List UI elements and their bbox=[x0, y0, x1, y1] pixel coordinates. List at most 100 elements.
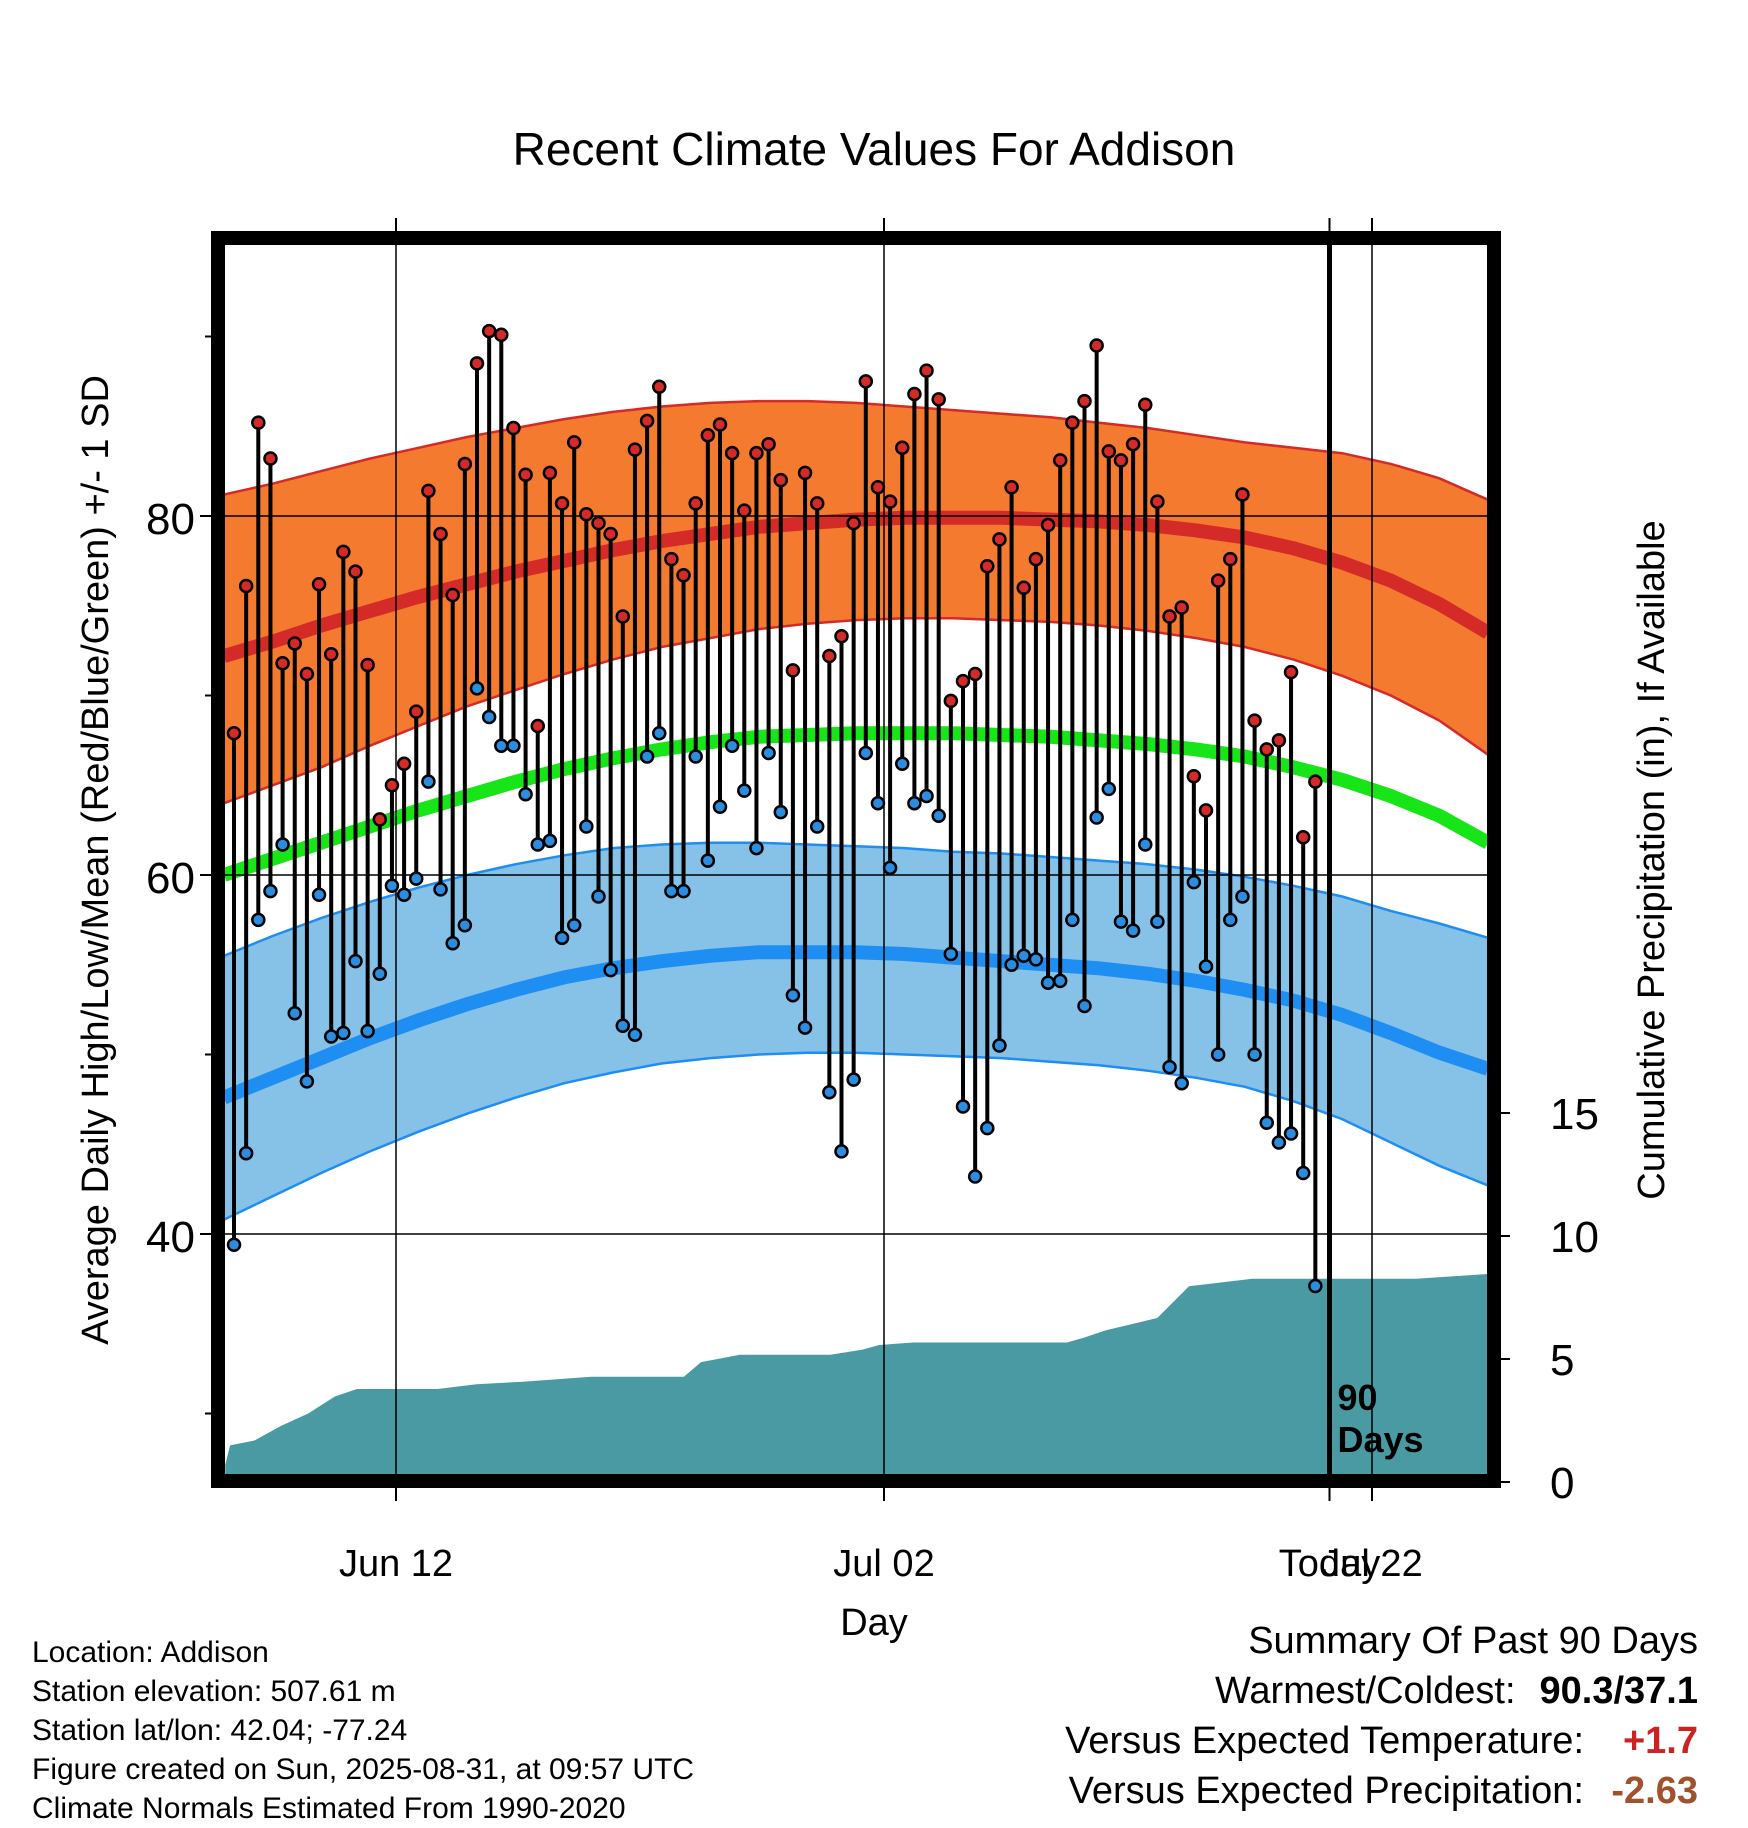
daily-low-point bbox=[664, 883, 679, 899]
daily-low-point bbox=[1028, 952, 1044, 967]
daily-high-point bbox=[1235, 487, 1250, 502]
daily-low-point bbox=[1004, 957, 1019, 972]
daily-low-point bbox=[931, 808, 946, 824]
daily-low-point bbox=[348, 953, 363, 969]
daily-low-point bbox=[615, 1018, 631, 1034]
daily-high-point bbox=[1016, 580, 1031, 596]
x-tick-label: Today bbox=[1279, 1543, 1380, 1585]
daily-high-point bbox=[469, 356, 485, 371]
daily-high-point bbox=[1101, 444, 1117, 459]
y-tick-label: 60 bbox=[146, 854, 195, 903]
daily-high-point bbox=[834, 629, 849, 644]
daily-low-point bbox=[433, 882, 448, 897]
daily-low-point bbox=[724, 738, 740, 754]
daily-low-point bbox=[749, 840, 764, 856]
daily-high-point bbox=[360, 657, 375, 673]
daily-low-point bbox=[579, 819, 594, 834]
daily-high-point bbox=[1089, 338, 1104, 353]
daily-low-point bbox=[275, 837, 290, 852]
daily-low-point bbox=[1016, 948, 1031, 964]
daily-high-point bbox=[1271, 733, 1287, 748]
daily-low-point bbox=[1210, 1047, 1226, 1062]
warmest-coldest-label: Warmest/Coldest: bbox=[1214, 1670, 1516, 1712]
daily-low-point bbox=[336, 1025, 351, 1041]
daily-low-point bbox=[1259, 1115, 1274, 1130]
daily-low-point bbox=[785, 988, 801, 1003]
daily-high-point bbox=[639, 413, 655, 429]
daily-low-point bbox=[773, 804, 788, 820]
daily-low-point bbox=[846, 1072, 861, 1087]
x-tick-label: Jun 12 bbox=[339, 1543, 453, 1585]
daily-low-point bbox=[955, 1099, 971, 1114]
daily-high-point bbox=[1247, 713, 1262, 728]
daily-low-point bbox=[1077, 998, 1092, 1014]
daily-high-point bbox=[992, 532, 1007, 547]
daily-low-point bbox=[299, 1074, 315, 1089]
daily-high-point bbox=[275, 655, 290, 671]
daily-high-point bbox=[712, 417, 728, 432]
daily-high-point bbox=[542, 465, 558, 481]
daily-high-point bbox=[494, 327, 509, 342]
daily-low-point bbox=[396, 887, 412, 902]
daily-high-point bbox=[1283, 664, 1299, 680]
daily-low-point bbox=[481, 709, 497, 725]
daily-low-point bbox=[445, 935, 460, 951]
daily-high-point bbox=[421, 483, 436, 499]
daily-high-point bbox=[1210, 573, 1226, 588]
daily-low-point bbox=[1295, 1165, 1311, 1181]
daily-high-point bbox=[530, 718, 545, 734]
daily-high-point bbox=[603, 526, 618, 542]
daily-high-point bbox=[809, 496, 825, 511]
x-tick-label: Jul 02 bbox=[833, 1543, 934, 1585]
daily-low-point bbox=[652, 725, 667, 741]
daily-high-point bbox=[518, 467, 533, 482]
daily-low-point bbox=[1138, 837, 1153, 852]
high-band-lower-edge bbox=[224, 617, 1488, 805]
daily-low-point bbox=[323, 1029, 339, 1044]
daily-high-point bbox=[1198, 803, 1214, 818]
daily-low-point bbox=[712, 799, 728, 815]
daily-high-point bbox=[931, 392, 946, 407]
y2-tick-label: 0 bbox=[1550, 1459, 1574, 1508]
daily-high-point bbox=[858, 374, 874, 389]
high-band-upper-edge bbox=[224, 399, 1488, 501]
daily-low-point bbox=[992, 1038, 1007, 1053]
daily-low-point bbox=[1271, 1135, 1287, 1150]
daily-high-point bbox=[1259, 742, 1274, 757]
daily-low-point bbox=[1040, 975, 1056, 990]
daily-high-point bbox=[384, 778, 400, 793]
daily-low-point bbox=[1186, 874, 1202, 890]
daily-low-point bbox=[761, 745, 776, 761]
y-axis-label: Average Daily High/Low/Mean (Red/Blue/Gr… bbox=[75, 375, 117, 1345]
daily-high-point bbox=[1162, 609, 1177, 624]
daily-low-point bbox=[263, 883, 278, 899]
daily-low-point bbox=[882, 860, 898, 876]
daily-low-point bbox=[457, 918, 473, 933]
daily-high-point bbox=[348, 564, 363, 579]
daily-low-point bbox=[1052, 973, 1068, 989]
daily-high-point bbox=[688, 496, 703, 511]
daily-high-point bbox=[1040, 517, 1056, 533]
daily-low-point bbox=[1198, 959, 1214, 974]
daily-low-point bbox=[797, 1020, 813, 1035]
daily-low-point bbox=[1150, 914, 1165, 929]
daily-high-point bbox=[652, 379, 667, 395]
daily-high-point bbox=[372, 812, 388, 827]
daily-low-point bbox=[469, 681, 485, 696]
elevation-text: Station elevation: 507.61 m bbox=[32, 1675, 396, 1708]
daily-low-point bbox=[360, 1023, 375, 1039]
daily-high-point bbox=[955, 673, 971, 689]
daily-low-point bbox=[238, 1145, 254, 1161]
precip-departure-value: -2.63 bbox=[1611, 1770, 1698, 1812]
temp-departure-label: Versus Expected Temperature: bbox=[1065, 1720, 1584, 1762]
warmest-coldest-value: 90.3/37.1 bbox=[1539, 1670, 1698, 1712]
daily-low-point bbox=[943, 946, 959, 962]
location-text: Location: Addison bbox=[32, 1636, 269, 1669]
daily-high-point bbox=[773, 472, 788, 488]
daily-high-point bbox=[1295, 830, 1311, 845]
x-tick-label: Jul 22 bbox=[1321, 1543, 1422, 1585]
daily-high-point bbox=[882, 494, 898, 509]
precip-departure-label: Versus Expected Precipitation: bbox=[1068, 1770, 1584, 1812]
